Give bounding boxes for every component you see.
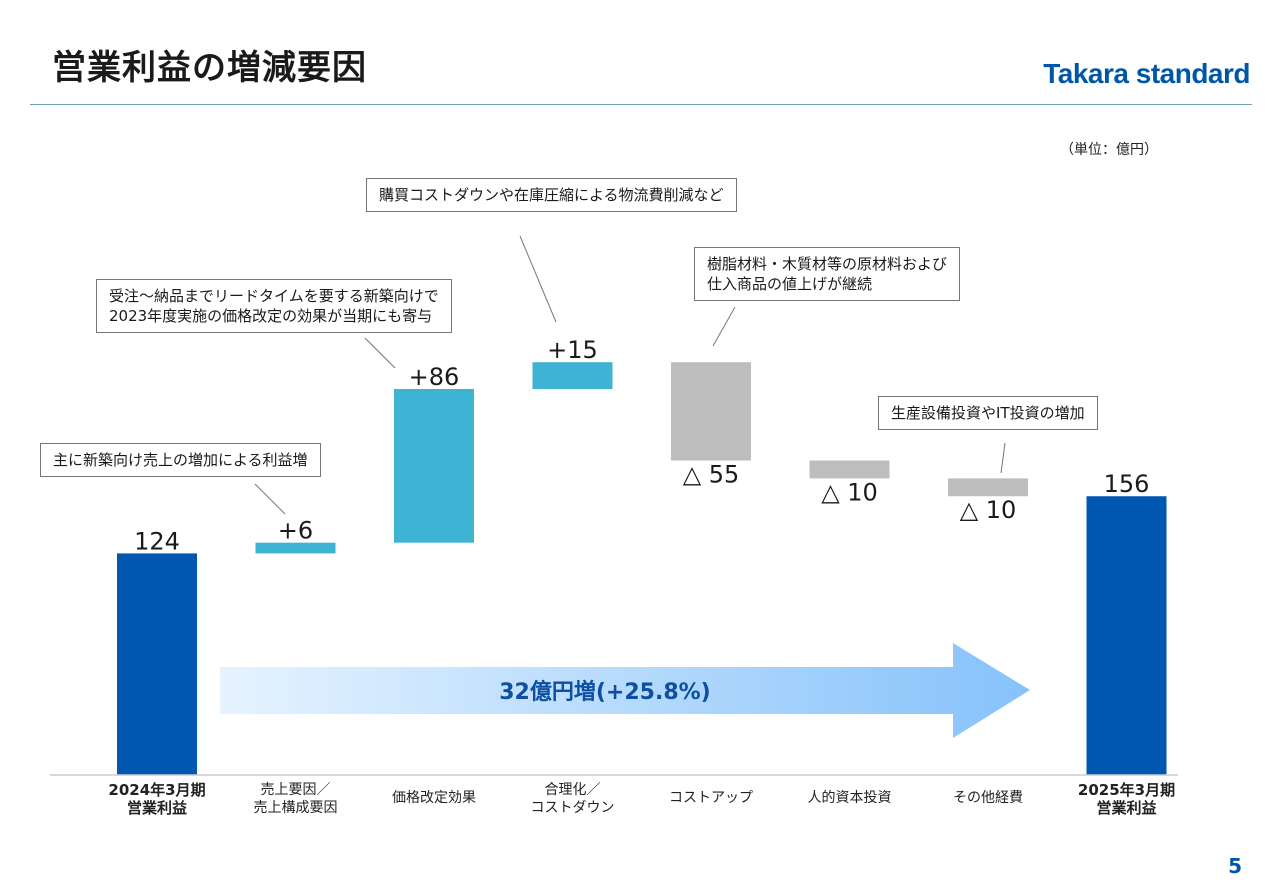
bars-group [117, 362, 1167, 775]
leader-line-rationalize [519, 235, 557, 323]
callout-rationalize: 購買コストダウンや在庫圧縮による物流費削減など [366, 178, 737, 212]
bar-7 [1086, 496, 1167, 775]
category-label-4: コストアップ [669, 790, 753, 806]
callout-cost: 樹脂材料・木質材等の原材料および 仕入商品の値上げが継続 [694, 247, 961, 301]
value-labels-group: 124 +6 +86 +15 △ 55 △ 10 △ 10 156 [134, 336, 1149, 555]
leader-line-cost [712, 306, 736, 347]
category-label-1: 売上要因／ 売上構成要因 [253, 782, 338, 816]
bar-2 [394, 389, 474, 543]
bar-0 [117, 553, 197, 775]
callout-price: 受注～納品までリードタイムを要する新築向けで 2023年度実施の価格改定の効果が… [96, 279, 452, 333]
bar-4 [671, 362, 751, 461]
bar-1 [255, 542, 336, 554]
value-label-5: △ 10 [821, 478, 878, 506]
category-label-5: 人的資本投資 [807, 790, 892, 806]
header-divider [30, 104, 1252, 105]
callout-other: 生産設備投資やIT投資の増加 [878, 396, 1098, 430]
category-label-0: 2024年3月期 営業利益 [108, 781, 206, 817]
unit-label: （単位：億円） [1060, 142, 1158, 158]
bar-3 [532, 362, 613, 390]
leader-line-price [364, 337, 396, 369]
callout-leaders [254, 235, 1006, 515]
leader-line-sales [254, 483, 286, 515]
callout-sales: 主に新築向け売上の増加による利益増 [40, 443, 321, 477]
leader-line-other [1000, 442, 1006, 474]
page-number: 5 [1228, 854, 1242, 878]
value-label-3: +15 [547, 336, 598, 364]
value-label-2: +86 [409, 363, 460, 391]
category-label-6: その他経費 [953, 790, 1023, 806]
value-label-6: △ 10 [960, 496, 1017, 524]
value-label-1: +6 [278, 517, 313, 545]
company-logo: Takara standard [1043, 58, 1250, 89]
category-label-2: 価格改定効果 [392, 790, 476, 806]
growth-arrow-label: 32億円増(+25.8%) [499, 679, 710, 705]
bar-6 [948, 478, 1028, 497]
value-label-0: 124 [134, 527, 180, 555]
page-title: 営業利益の増減要因 [52, 48, 367, 88]
bar-5 [809, 460, 890, 479]
value-label-4: △ 55 [683, 460, 740, 488]
value-label-7: 156 [1104, 470, 1150, 498]
category-label-7: 2025年3月期 営業利益 [1077, 781, 1176, 817]
growth-arrow: 32億円増(+25.8%) [220, 643, 1030, 738]
category-label-3: 合理化／ コストダウン [530, 782, 615, 816]
growth-arrow-shape [220, 643, 1030, 738]
